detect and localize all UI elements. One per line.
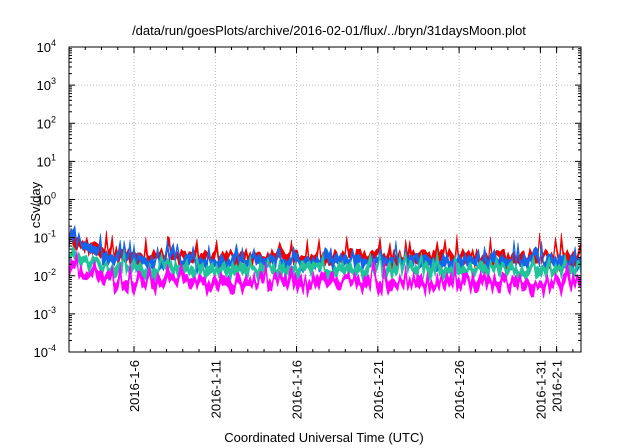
y-tick-base: 10	[37, 116, 51, 131]
y-tick-base: 10	[34, 231, 48, 246]
y-tick-exponent: -4	[48, 343, 56, 353]
x-tick-label: 2016-1-21	[371, 360, 386, 419]
chart-title: /data/run/goesPlots/archive/2016-02-01/f…	[132, 23, 526, 38]
y-axis-label: cSv/day	[28, 181, 43, 228]
y-tick-base: 10	[37, 78, 51, 93]
y-tick-exponent: -1	[48, 229, 56, 239]
y-tick-label: 100	[37, 191, 56, 208]
y-tick-base: 10	[34, 269, 48, 284]
y-tick-exponent: 3	[51, 76, 56, 86]
y-tick-base: 10	[37, 193, 51, 208]
x-tick-label: 2016-1-26	[452, 360, 467, 419]
y-tick-exponent: 1	[51, 152, 56, 162]
y-tick-label: 10-3	[34, 305, 56, 322]
x-tick-label: 2016-1-16	[290, 360, 305, 419]
y-tick-base: 10	[37, 154, 51, 169]
y-tick-exponent: -3	[48, 305, 56, 315]
series-layer	[68, 224, 582, 299]
x-tick-label: 2016-1-6	[127, 360, 142, 412]
y-tick-label: 103	[37, 76, 56, 93]
y-tick-base: 10	[37, 40, 51, 55]
y-tick-label: 102	[37, 114, 56, 131]
y-tick-label: 10-4	[34, 343, 56, 360]
y-tick-exponent: 2	[51, 114, 56, 124]
x-tick-label: 2016-2-1	[550, 360, 565, 412]
x-axis-label: Coordinated Universal Time (UTC)	[224, 430, 423, 445]
y-tick-exponent: 0	[51, 191, 56, 201]
y-tick-label: 10-1	[34, 229, 56, 246]
y-tick-base: 10	[34, 307, 48, 322]
y-tick-label: 10-2	[34, 267, 56, 284]
y-tick-base: 10	[34, 345, 48, 360]
x-ticks: 2016-1-6 2016-1-11 2016-1-16 2016-1-21 2016-…	[68, 47, 574, 419]
x-tick-label: 2016-1-11	[208, 360, 223, 418]
y-tick-label: 101	[37, 152, 56, 169]
x-tick-label: 2016-1-31	[533, 360, 548, 419]
grid	[69, 47, 581, 352]
y-tick-exponent: 4	[51, 38, 56, 48]
y-tick-exponent: -2	[48, 267, 56, 277]
y-tick-label: 104	[37, 38, 56, 55]
